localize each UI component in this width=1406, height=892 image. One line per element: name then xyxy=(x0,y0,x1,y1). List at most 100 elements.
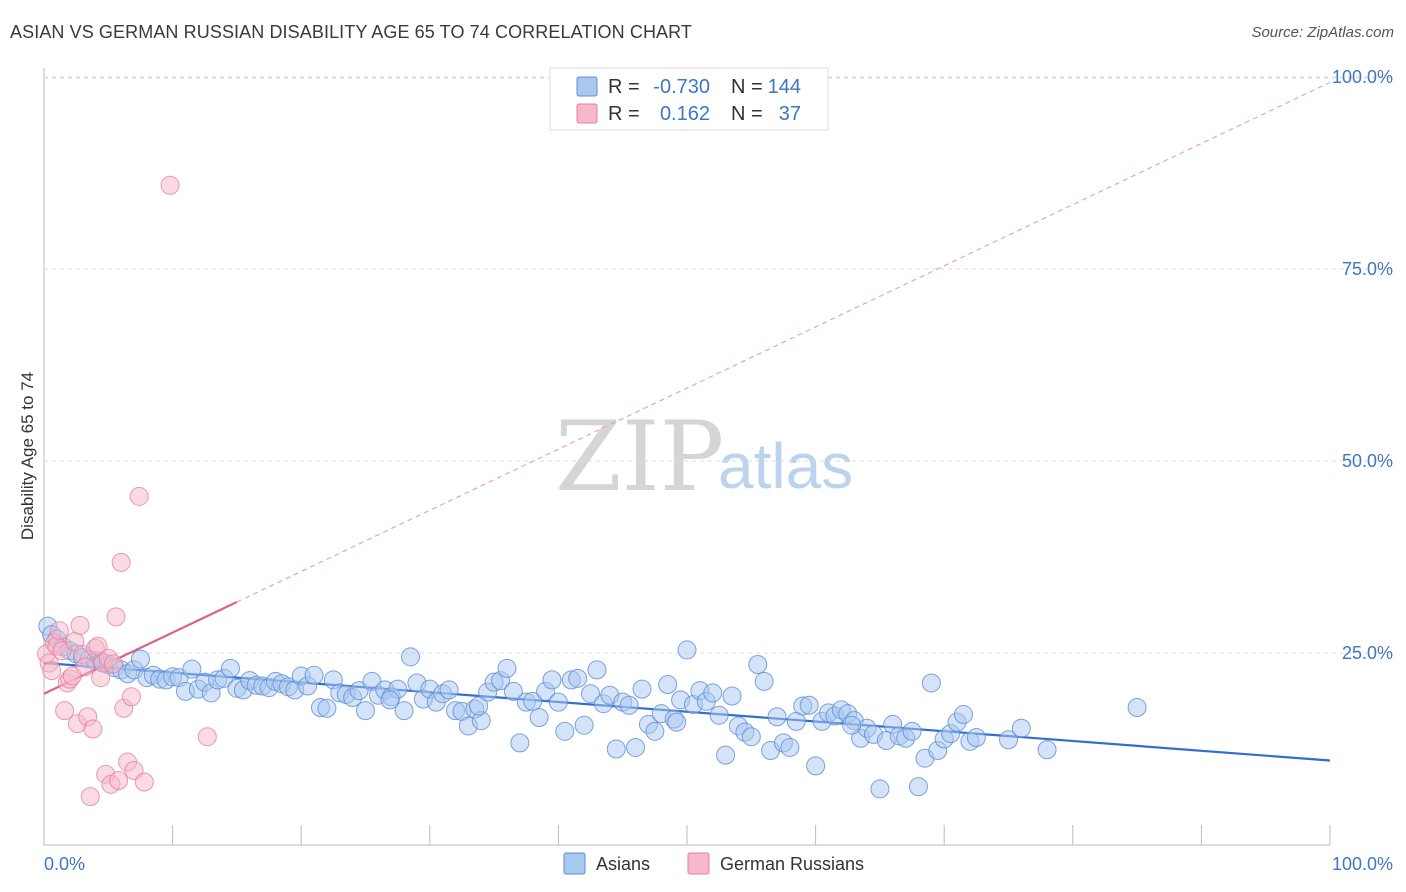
asian-point xyxy=(842,715,862,735)
legend-r-value-asians: -0.730 xyxy=(653,76,710,98)
asian-point xyxy=(380,690,400,710)
bottom-legend-swatch-german-russians xyxy=(687,852,710,875)
legend-swatch-asians xyxy=(576,76,598,97)
asian-point xyxy=(1037,740,1057,760)
german-russian-point xyxy=(55,701,75,721)
asian-point xyxy=(921,673,941,693)
y-axis-title: Disability Age 65 to 74 xyxy=(18,372,37,540)
german-russian-point xyxy=(134,772,154,792)
asian-point xyxy=(902,721,922,741)
asian-point xyxy=(632,679,652,699)
asian-point xyxy=(356,701,375,721)
asian-point xyxy=(349,681,369,701)
german-russian-point xyxy=(70,615,90,635)
asian-point xyxy=(587,660,607,680)
german-russian-point xyxy=(52,641,72,661)
asian-point xyxy=(606,739,626,759)
german-russian-point xyxy=(75,657,95,677)
german-russian-point xyxy=(111,552,131,572)
bottom-legend: Asians German Russians xyxy=(563,852,864,875)
german-russian-point xyxy=(121,687,141,707)
asian-point xyxy=(1127,698,1147,718)
german-russian-point xyxy=(42,661,62,681)
x-ticks xyxy=(172,825,1331,845)
asian-point xyxy=(754,671,774,691)
chart-title: ASIAN VS GERMAN RUSSIAN DISABILITY AGE 6… xyxy=(10,22,693,42)
asian-point xyxy=(317,698,337,718)
asian-point xyxy=(645,721,665,741)
asian-point xyxy=(966,727,986,747)
asian-point xyxy=(182,659,202,679)
german-russian-point xyxy=(49,621,69,641)
asian-point xyxy=(999,730,1018,750)
asian-point xyxy=(806,756,826,776)
legend-r-label: R = xyxy=(608,103,640,125)
y-tick-label: 25.0% xyxy=(1342,643,1393,663)
asian-points xyxy=(38,616,1147,799)
watermark-zip: ZIP xyxy=(555,401,724,513)
german-russian-point xyxy=(160,175,180,195)
asian-point xyxy=(510,733,530,753)
asian-point xyxy=(581,684,601,704)
legend-n-label: N = xyxy=(731,103,763,125)
legend-n-label: N = xyxy=(731,76,763,98)
legend-n-value-asians: 144 xyxy=(768,76,801,98)
bottom-legend-swatch-asians xyxy=(563,852,586,875)
asian-point xyxy=(667,712,687,732)
asian-point xyxy=(439,680,459,700)
asian-point xyxy=(523,691,543,711)
asian-point xyxy=(626,737,646,757)
legend-swatch-german-russians xyxy=(576,103,598,124)
asian-point xyxy=(1011,718,1031,738)
y-tick-label: 50.0% xyxy=(1342,451,1393,471)
x-tick-label-min: 0.0% xyxy=(44,854,85,874)
asian-point xyxy=(741,727,761,747)
asian-point xyxy=(503,681,523,701)
asian-point xyxy=(548,692,568,712)
y-tick-label: 100.0% xyxy=(1332,67,1393,87)
asian-point xyxy=(767,707,787,727)
asian-point xyxy=(703,683,723,703)
watermark-atlas: atlas xyxy=(718,430,853,502)
asian-point xyxy=(497,658,517,678)
asian-point xyxy=(574,715,594,735)
asian-point xyxy=(709,705,729,725)
asian-point xyxy=(130,649,150,669)
german-russian-point xyxy=(106,607,126,627)
asian-point xyxy=(953,704,973,724)
asian-point xyxy=(401,647,421,667)
asian-point xyxy=(619,695,639,715)
german-russian-points xyxy=(37,175,217,807)
legend-r-value-german-russians: 0.162 xyxy=(660,103,710,125)
german-russian-point xyxy=(83,719,103,739)
asian-point xyxy=(908,777,928,797)
german-russian-point xyxy=(197,727,217,747)
asian-point xyxy=(555,721,575,741)
german-russian-point xyxy=(62,666,82,686)
asian-point xyxy=(469,696,489,716)
asian-point xyxy=(748,655,768,675)
asian-point xyxy=(658,674,678,694)
legend-r-label: R = xyxy=(608,76,640,98)
legend-box: R = -0.730 N = 144 R = 0.162 N = 37 xyxy=(549,67,829,131)
asian-point xyxy=(304,665,324,685)
gridlines xyxy=(44,76,1393,654)
asian-point xyxy=(799,695,819,715)
asian-point xyxy=(542,670,562,690)
asian-point xyxy=(394,701,414,721)
asian-point xyxy=(677,640,697,660)
asian-point xyxy=(220,658,240,678)
trend-line-german-russians-extension xyxy=(236,81,1331,603)
bottom-legend-label-german-russians: German Russians xyxy=(720,854,864,874)
y-tick-labels: 25.0% 50.0% 75.0% 100.0% xyxy=(1332,67,1393,663)
german-russian-point xyxy=(109,770,129,790)
asian-point xyxy=(716,745,736,765)
bottom-legend-label-asians: Asians xyxy=(596,854,650,874)
asian-point xyxy=(722,686,742,706)
source-label: Source: ZipAtlas.com xyxy=(1251,24,1394,41)
y-tick-label: 75.0% xyxy=(1342,259,1393,279)
german-russian-point xyxy=(80,787,100,807)
legend-n-value-german-russians: 37 xyxy=(779,103,801,125)
asian-point xyxy=(780,737,800,757)
